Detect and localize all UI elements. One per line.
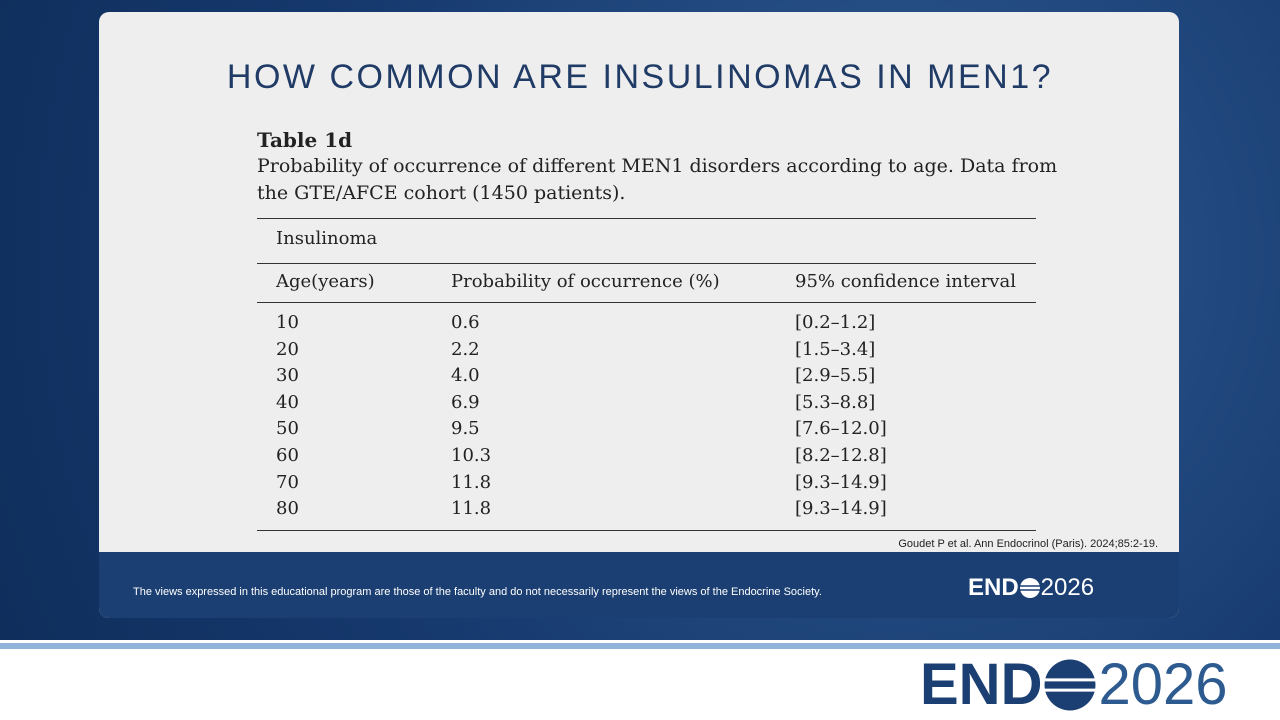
table-cell: 4.0 [451,365,480,387]
table-cell: [8.2–12.8] [795,445,887,466]
table-cell: 6.9 [451,391,480,413]
rule [257,263,1036,264]
table-cell: [0.2–1.2] [795,312,876,333]
table-cell: 60 [276,445,299,466]
table-cell: 80 [276,498,299,520]
divider [0,640,1280,643]
table-cell: 0.6 [451,312,480,333]
header: Age(years) [276,271,375,292]
caption: Probability of occurrence of different M… [257,155,1058,177]
table-cell: 20 [276,338,299,360]
rule [257,302,1036,303]
table-cell: [9.3–14.9] [795,471,887,493]
logo-globe [1019,578,1040,598]
table-cell: 30 [276,365,299,387]
rule [257,530,1036,531]
content-card [99,12,1179,618]
table-cell: [1.5–3.4] [795,338,876,360]
table-label: Table 1d [257,128,353,152]
table-cell: 9.5 [451,418,480,440]
divider [0,643,1280,649]
group-label: Insulinoma [276,228,378,249]
slide-title: HOW COMMON ARE INSULINOMAS IN MEN1? [226,58,1054,96]
footer-band [99,552,1179,618]
table-cell: 50 [276,418,299,440]
logo-text: 2026 [1040,574,1095,601]
table-cell: 10.3 [451,445,492,466]
rule [257,218,1036,219]
disclaimer: The views expressed in this educational … [133,586,822,598]
logo-text: END [968,574,1019,601]
table-cell: [5.3–8.8] [795,391,876,413]
logo-text: 2026 [1098,652,1228,717]
caption: the GTE/AFCE cohort (1450 patients). [257,182,626,204]
table-cell: [2.9–5.5] [795,365,876,387]
citation: Goudet P et al. Ann Endocrinol (Paris). … [898,538,1158,550]
logo-text: END [920,652,1043,717]
table-cell: 11.8 [451,498,492,520]
footer-logo: END 2026 [968,574,1094,602]
table-cell: 11.8 [451,471,492,493]
table-cell: [7.6–12.0] [795,418,887,440]
logo-globe [1045,659,1096,711]
header: Probability of occurrence (%) [451,271,720,292]
table-cell: [9.3–14.9] [795,498,887,520]
table-cell: 40 [276,391,299,413]
table-cell: 70 [276,471,299,493]
main-logo: END 2026 [920,650,1228,720]
table-cell: 2.2 [451,338,480,360]
table-cell: 10 [276,312,299,333]
header: 95% confidence interval [795,271,1016,292]
